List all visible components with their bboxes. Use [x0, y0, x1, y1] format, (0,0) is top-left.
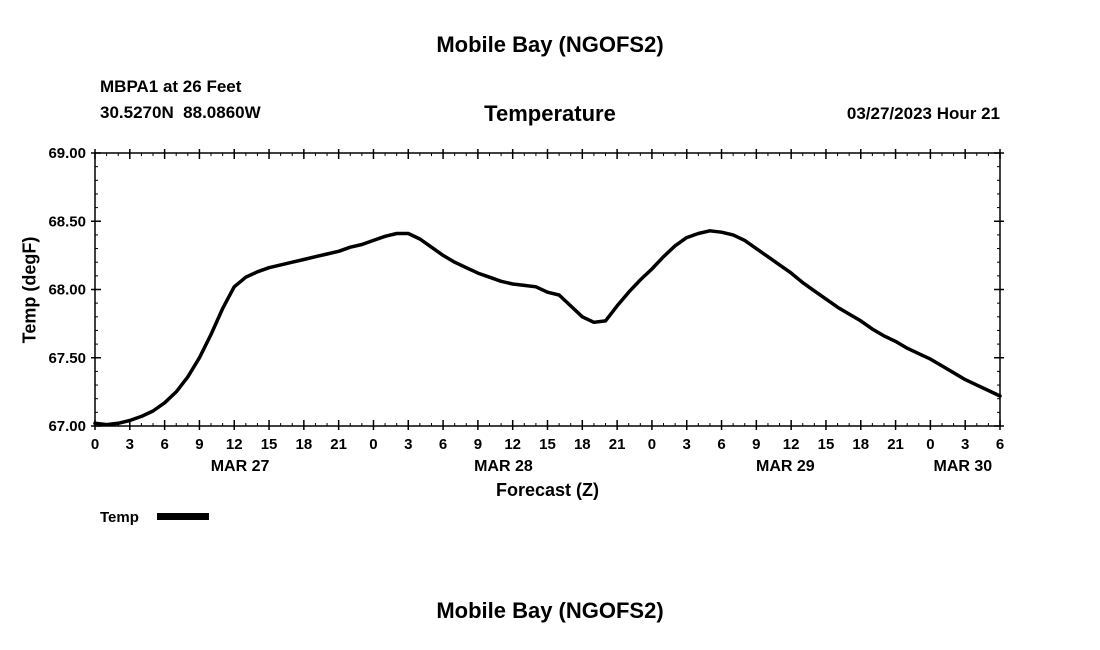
- x-tick-label: 15: [261, 436, 278, 453]
- y-tick-label: 69.00: [48, 145, 86, 162]
- x-tick-label: 0: [926, 436, 934, 453]
- x-tick-label: 3: [683, 436, 691, 453]
- y-tick-label: 68.50: [48, 213, 86, 230]
- x-tick-label: 15: [818, 436, 835, 453]
- x-day-label: MAR 30: [934, 458, 993, 475]
- x-tick-label: 6: [996, 436, 1004, 453]
- x-tick-label: 3: [126, 436, 134, 453]
- legend: Temp: [100, 509, 209, 526]
- x-tick-label: 18: [296, 436, 313, 453]
- forecast-datetime: 03/27/2023 Hour 21: [846, 104, 1000, 123]
- x-tick-label: 21: [609, 436, 626, 453]
- x-tick-label: 18: [852, 436, 869, 453]
- x-tick-label: 15: [539, 436, 556, 453]
- y-tick-label: 68.00: [48, 282, 86, 299]
- x-tick-label: 6: [439, 436, 447, 453]
- y-tick-label: 67.50: [48, 350, 86, 367]
- legend-label: Temp: [100, 509, 139, 526]
- x-tick-label: 3: [404, 436, 412, 453]
- x-axis-label: Forecast (Z): [495, 480, 600, 500]
- x-tick-label: 21: [887, 436, 904, 453]
- x-tick-label: 12: [783, 436, 800, 453]
- chart-title: Temperature: [484, 101, 616, 126]
- x-tick-label: 21: [330, 436, 347, 453]
- x-tick-label: 6: [160, 436, 168, 453]
- y-tick-label: 67.00: [48, 418, 86, 435]
- x-tick-label: 3: [961, 436, 969, 453]
- next-chart-title: Mobile Bay (NGOFS2): [436, 598, 664, 623]
- x-tick-label: 12: [504, 436, 521, 453]
- x-day-label: MAR 29: [756, 458, 815, 475]
- x-tick-label: 12: [226, 436, 243, 453]
- station-name: MBPA1 at 26 Feet: [100, 77, 242, 96]
- x-tick-label: 0: [648, 436, 656, 453]
- x-tick-label: 0: [91, 436, 99, 453]
- temp-series-line: [93, 229, 1002, 427]
- x-day-label: MAR 27: [211, 458, 270, 475]
- y-axis-label: Temp (degF): [19, 236, 40, 344]
- legend-line-swatch: [156, 512, 209, 520]
- plot-frame: [94, 152, 1001, 427]
- x-tick-label: 9: [474, 436, 482, 453]
- page-title: Mobile Bay (NGOFS2): [436, 32, 664, 57]
- x-tick-label: 9: [195, 436, 203, 453]
- x-day-label: MAR 28: [474, 458, 533, 475]
- x-tick-label: 9: [752, 436, 760, 453]
- station-coords: 30.5270N 88.0860W: [100, 103, 261, 122]
- x-tick-label: 6: [717, 436, 725, 453]
- x-tick-label: 0: [369, 436, 377, 453]
- x-tick-label: 18: [574, 436, 591, 453]
